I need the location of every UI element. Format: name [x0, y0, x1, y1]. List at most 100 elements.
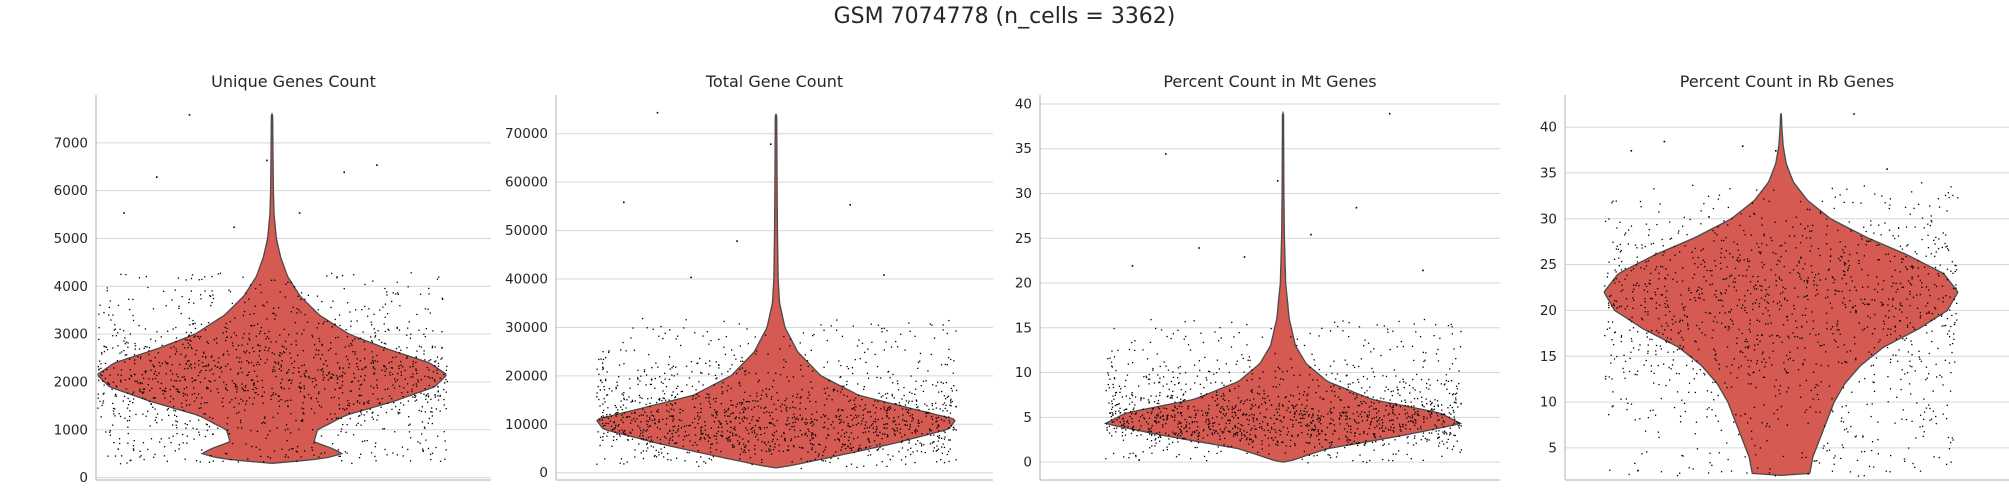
data-point [1369, 386, 1371, 388]
data-point [360, 337, 362, 339]
data-point [908, 439, 910, 442]
data-point [391, 367, 393, 369]
data-point [688, 434, 690, 436]
data-point [1733, 286, 1735, 288]
data-point [198, 407, 200, 409]
data-point [823, 426, 826, 428]
data-point [1195, 414, 1197, 416]
data-point [226, 336, 228, 339]
data-point [799, 414, 801, 416]
data-point [837, 432, 839, 434]
data-point [607, 407, 609, 409]
data-point [597, 385, 599, 388]
data-point [1448, 416, 1450, 418]
data-point [105, 346, 108, 348]
data-point [386, 313, 389, 315]
data-point [418, 329, 420, 331]
data-point [1109, 378, 1111, 380]
outlier-point [156, 176, 158, 178]
data-point [745, 370, 747, 372]
data-point [1124, 412, 1126, 414]
data-point [371, 416, 373, 418]
data-point [1941, 376, 1943, 378]
data-point [154, 377, 157, 380]
data-point [1194, 446, 1196, 449]
data-point [1316, 435, 1318, 437]
data-point [190, 363, 192, 366]
data-point [715, 411, 717, 413]
data-point [671, 439, 674, 441]
data-point [1952, 194, 1954, 197]
data-point [1731, 364, 1733, 366]
data-point [767, 441, 769, 443]
data-point [1329, 423, 1331, 425]
data-point [710, 340, 712, 342]
data-point [427, 396, 430, 398]
data-point [174, 410, 177, 412]
data-point [800, 458, 802, 460]
data-point [751, 408, 753, 411]
data-point [768, 411, 770, 414]
data-point [1174, 433, 1177, 436]
data-point [789, 338, 792, 340]
data-point [653, 415, 655, 417]
data-point [676, 457, 678, 459]
data-point [1768, 357, 1771, 359]
data-point [620, 400, 622, 402]
data-point [646, 420, 648, 422]
data-point [420, 346, 423, 348]
data-point [1434, 399, 1436, 401]
data-point [1758, 246, 1760, 248]
data-point [100, 367, 102, 369]
data-point [1882, 303, 1884, 306]
data-point [330, 397, 333, 399]
data-point [810, 349, 812, 351]
data-point [626, 416, 628, 418]
data-point [1912, 296, 1915, 298]
data-point [415, 395, 417, 397]
data-point [735, 434, 738, 436]
y-tick-label: 10 [1540, 395, 1557, 411]
data-point [1166, 415, 1169, 417]
data-point [1752, 275, 1754, 278]
data-point [948, 419, 950, 422]
data-point [200, 407, 202, 409]
data-point [858, 339, 860, 341]
data-point [616, 384, 619, 387]
data-point [1107, 384, 1109, 386]
data-point [1731, 217, 1733, 220]
data-point [1325, 374, 1327, 376]
data-point [1909, 360, 1911, 362]
data-point [1739, 259, 1741, 261]
data-point [1357, 444, 1359, 447]
data-point [1905, 226, 1908, 228]
data-point [375, 442, 377, 444]
data-point [154, 419, 156, 421]
data-point [1345, 418, 1347, 421]
data-point [1861, 268, 1863, 271]
data-point [1220, 450, 1222, 453]
data-point [1764, 366, 1766, 368]
data-point [1121, 428, 1123, 430]
data-point [1664, 314, 1667, 316]
data-point [631, 419, 633, 421]
data-point [1417, 413, 1419, 415]
data-point [123, 340, 125, 342]
data-point [299, 386, 301, 388]
data-point [1184, 372, 1187, 374]
data-point [1650, 365, 1652, 367]
data-point [938, 434, 941, 437]
data-point [190, 346, 192, 349]
data-point [144, 328, 147, 330]
data-point [303, 385, 305, 387]
data-point [303, 387, 305, 390]
data-point [1611, 321, 1614, 323]
data-point [1180, 412, 1182, 414]
data-point [645, 438, 647, 441]
data-point [1929, 294, 1931, 297]
data-point [1313, 429, 1315, 431]
data-point [1220, 337, 1222, 339]
data-point [912, 451, 914, 453]
data-point [1945, 246, 1947, 248]
data-point [624, 429, 626, 432]
